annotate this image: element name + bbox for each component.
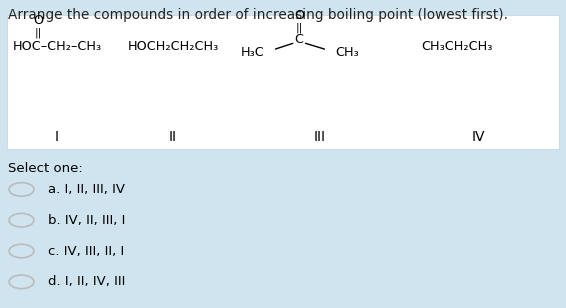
- Text: ||: ||: [35, 27, 42, 38]
- Text: HOCH₂CH₂CH₃: HOCH₂CH₂CH₃: [127, 40, 218, 53]
- Text: c. IV, III, II, I: c. IV, III, II, I: [48, 245, 125, 257]
- Text: IV: IV: [471, 130, 485, 144]
- Text: CH₃: CH₃: [335, 46, 359, 59]
- Text: Arrange the compounds in order of increasing boiling point (lowest first).: Arrange the compounds in order of increa…: [8, 8, 508, 22]
- Text: CH₃CH₂CH₃: CH₃CH₂CH₃: [422, 40, 493, 53]
- Text: HOC–CH₂–CH₃: HOC–CH₂–CH₃: [12, 40, 101, 53]
- Text: ||: ||: [295, 22, 302, 33]
- Text: II: II: [169, 130, 177, 144]
- Text: O: O: [33, 14, 43, 26]
- Text: I: I: [54, 130, 59, 144]
- Text: Select one:: Select one:: [8, 162, 83, 175]
- FancyBboxPatch shape: [7, 15, 559, 149]
- Text: III: III: [314, 130, 326, 144]
- Text: d. I, II, IV, III: d. I, II, IV, III: [48, 275, 126, 288]
- Text: H₃C: H₃C: [241, 46, 265, 59]
- Text: O: O: [294, 9, 304, 22]
- Text: C: C: [294, 33, 303, 46]
- Text: a. I, II, III, IV: a. I, II, III, IV: [48, 183, 125, 196]
- Text: b. IV, II, III, I: b. IV, II, III, I: [48, 214, 126, 227]
